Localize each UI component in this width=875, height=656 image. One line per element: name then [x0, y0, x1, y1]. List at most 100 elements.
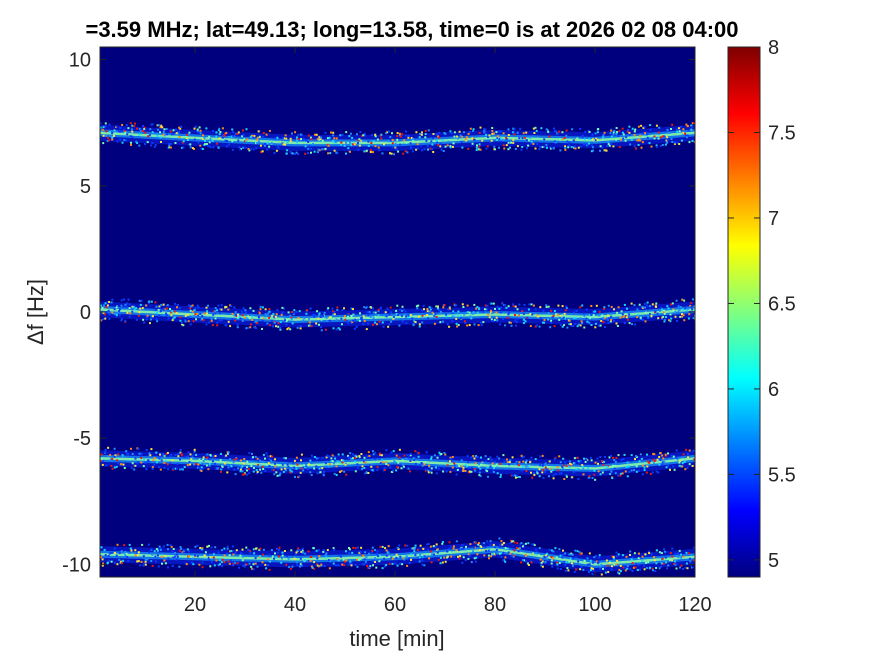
band-cell — [555, 130, 558, 133]
band-cell — [275, 325, 277, 328]
band-cell — [136, 560, 139, 563]
band-cell — [202, 134, 204, 137]
band-cell — [576, 325, 579, 328]
band-cell — [387, 464, 390, 467]
band-cell — [281, 311, 284, 314]
band-cell — [377, 308, 380, 311]
band-cell — [440, 453, 443, 455]
band-cell — [668, 559, 671, 562]
band-cell — [284, 319, 287, 322]
band-cell — [113, 308, 116, 311]
band-cell — [325, 454, 328, 457]
band-cell — [159, 549, 162, 551]
band-cell — [495, 316, 498, 319]
band-cell — [615, 555, 618, 558]
band-cell — [610, 129, 613, 132]
band-cell — [643, 568, 646, 571]
band-cell — [145, 467, 148, 470]
band-cell — [536, 470, 538, 473]
band-cell — [131, 124, 134, 127]
band-cell — [178, 565, 181, 568]
band-cell — [631, 562, 634, 565]
band-cell — [270, 459, 273, 462]
band-cell — [235, 457, 238, 460]
band-cell — [685, 551, 688, 554]
band-cell — [571, 553, 574, 556]
band-cell — [383, 144, 386, 147]
band-cell — [214, 462, 216, 465]
band-cell — [643, 466, 646, 469]
band-cell — [188, 143, 191, 146]
band-cell — [410, 553, 413, 556]
band-cell — [463, 313, 466, 316]
band-cell — [168, 144, 171, 147]
band-cell — [131, 305, 134, 308]
band-cell — [220, 549, 223, 552]
band-cell — [194, 125, 197, 128]
band-cell — [405, 141, 408, 144]
band-cell — [670, 138, 673, 140]
band-cell — [516, 317, 519, 320]
band-cell — [313, 150, 316, 153]
band-cell — [576, 456, 579, 459]
band-cell — [243, 473, 246, 476]
band-cell — [530, 456, 533, 459]
band-cell — [686, 467, 689, 470]
band-cell — [685, 562, 688, 565]
band-cell — [548, 559, 551, 561]
band-cell — [137, 448, 140, 450]
band-cell — [516, 474, 519, 477]
band-cell — [523, 136, 526, 139]
band-cell — [453, 545, 455, 548]
band-cell — [606, 564, 609, 567]
band-cell — [613, 308, 615, 311]
band-cell — [317, 457, 320, 460]
band-cell — [161, 562, 163, 565]
band-cell — [512, 141, 515, 144]
band-cell — [536, 314, 539, 317]
band-cell — [615, 132, 618, 135]
band-cell — [192, 320, 195, 323]
band-cell — [240, 552, 243, 555]
band-cell — [179, 127, 182, 130]
band-cell — [308, 324, 311, 327]
band-cell — [661, 454, 664, 457]
band-cell — [670, 454, 673, 457]
band-cell — [374, 321, 377, 324]
band-cell — [245, 139, 248, 142]
band-cell — [162, 545, 165, 548]
band-cell — [482, 311, 485, 313]
band-cell — [439, 145, 442, 148]
band-cell — [104, 125, 107, 128]
band-cell — [163, 467, 166, 469]
band-cell — [490, 309, 492, 312]
band-cell — [407, 316, 410, 319]
band-cell — [331, 460, 334, 463]
band-cell — [607, 314, 609, 317]
band-cell — [600, 563, 603, 566]
band-cell — [171, 565, 174, 567]
band-cell — [194, 545, 197, 548]
band-cell — [313, 561, 316, 564]
band-cell — [122, 455, 124, 458]
band-cell — [428, 465, 431, 468]
band-cell — [427, 471, 430, 474]
band-cell — [208, 462, 211, 465]
band-cell — [355, 455, 358, 458]
band-cell — [428, 306, 431, 309]
band-cell — [430, 458, 433, 460]
band-cell — [326, 308, 329, 311]
band-cell — [595, 304, 598, 307]
band-cell — [145, 449, 148, 451]
band-cell — [452, 310, 455, 313]
band-cell — [593, 469, 596, 472]
band-cell — [138, 311, 141, 314]
band-cell — [674, 310, 677, 313]
band-cell — [300, 564, 303, 567]
band-cell — [378, 560, 381, 563]
band-cell — [692, 449, 695, 452]
band-cell — [582, 143, 585, 146]
band-cell — [128, 543, 131, 546]
band-cell — [203, 554, 206, 557]
band-cell — [554, 547, 557, 550]
